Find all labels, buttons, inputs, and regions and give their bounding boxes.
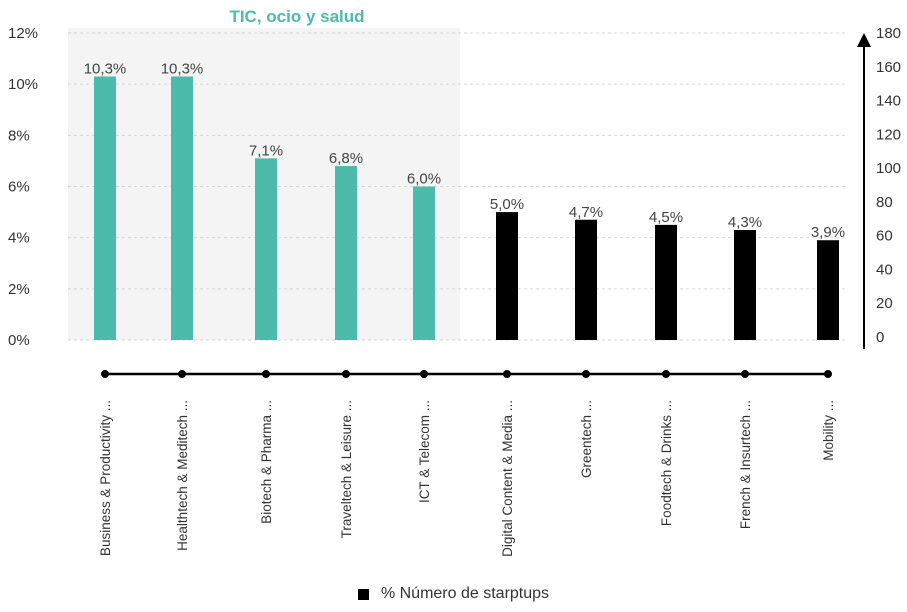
- legend: % Número de starptups: [0, 585, 907, 603]
- axis-dot: [824, 370, 832, 378]
- axis-dot: [741, 370, 749, 378]
- bar: [655, 224, 677, 340]
- bar: [496, 212, 518, 340]
- bar: [94, 76, 116, 340]
- right-tick-label: 180: [876, 25, 901, 42]
- bar-chart: TIC, ocio y salud 0% 2% 4% 6% 8% 10% 12% 0 20 40…: [8, 7, 901, 557]
- legend-label: % Número de starptups: [380, 585, 550, 602]
- right-tick-label: 160: [876, 59, 901, 76]
- category-label: Biotech & Pharma ...: [259, 400, 274, 524]
- data-label: 4,5%: [649, 209, 683, 226]
- axis-dot: [662, 370, 670, 378]
- data-label: 10,3%: [161, 60, 204, 77]
- category-label: Healthtech & Meditech ...: [175, 400, 190, 551]
- right-tick-label: 140: [876, 93, 901, 110]
- category-label: Mobility ...: [821, 400, 836, 461]
- category-label: Traveltech & Leisure ...: [339, 400, 354, 538]
- category-label: ICT & Telecom ...: [417, 400, 432, 503]
- left-tick-label: 6%: [8, 179, 30, 196]
- data-label: 6,0%: [407, 171, 441, 188]
- data-label: 3,9%: [811, 224, 845, 241]
- right-tick-label: 60: [876, 228, 893, 245]
- data-label: 6,8%: [329, 150, 363, 167]
- category-axis: Business & Productivity ... Healthtech & …: [98, 370, 836, 557]
- left-tick-label: 4%: [8, 230, 30, 247]
- data-label: 4,3%: [728, 214, 762, 231]
- data-label: 10,3%: [84, 60, 127, 77]
- gridlines: [68, 32, 848, 341]
- legend-swatch: [357, 588, 369, 600]
- right-tick-label: 0: [876, 329, 884, 346]
- bar: [413, 186, 435, 340]
- category-label: Digital Content & Media ...: [500, 400, 515, 557]
- category-label: French & Insurtech ...: [738, 400, 753, 529]
- bars: [94, 76, 839, 340]
- data-labels: 10,3% 10,3% 7,1% 6,8% 6,0% 5,0% 4,7% 4,5% 4,3% 3,…: [84, 60, 845, 241]
- axis-dot: [582, 370, 590, 378]
- axis-dot: [101, 370, 109, 378]
- axis-arrow-icon: [857, 33, 871, 47]
- right-tick-label: 100: [876, 160, 901, 177]
- axis-dot: [420, 370, 428, 378]
- axis-dot: [262, 370, 270, 378]
- left-tick-label: 2%: [8, 281, 30, 298]
- bar: [255, 158, 277, 340]
- right-tick-label: 80: [876, 194, 893, 211]
- right-axis: 0 20 40 60 80 100 120 140 160 180: [857, 25, 901, 349]
- category-label: Business & Productivity ...: [98, 400, 113, 556]
- left-tick-label: 10%: [8, 76, 38, 93]
- left-tick-label: 8%: [8, 127, 30, 144]
- bar: [171, 76, 193, 340]
- right-tick-label: 20: [876, 295, 893, 312]
- bar: [817, 240, 839, 340]
- left-tick-label: 12%: [8, 25, 38, 42]
- right-tick-label: 40: [876, 261, 893, 278]
- right-tick-label: 120: [876, 126, 901, 143]
- data-label: 4,7%: [569, 204, 603, 221]
- data-label: 7,1%: [249, 142, 283, 159]
- bar: [335, 166, 357, 340]
- axis-dot: [503, 370, 511, 378]
- axis-dot: [178, 370, 186, 378]
- bar: [734, 229, 756, 340]
- category-label: Greentech ...: [579, 400, 594, 478]
- category-label: Foodtech & Drinks ...: [659, 400, 674, 526]
- left-tick-label: 0%: [8, 332, 30, 349]
- bar: [575, 219, 597, 340]
- left-axis-ticks: 0% 2% 4% 6% 8% 10% 12%: [8, 25, 38, 349]
- highlight-title: TIC, ocio y salud: [229, 7, 364, 26]
- axis-dot: [342, 370, 350, 378]
- data-label: 5,0%: [490, 196, 524, 213]
